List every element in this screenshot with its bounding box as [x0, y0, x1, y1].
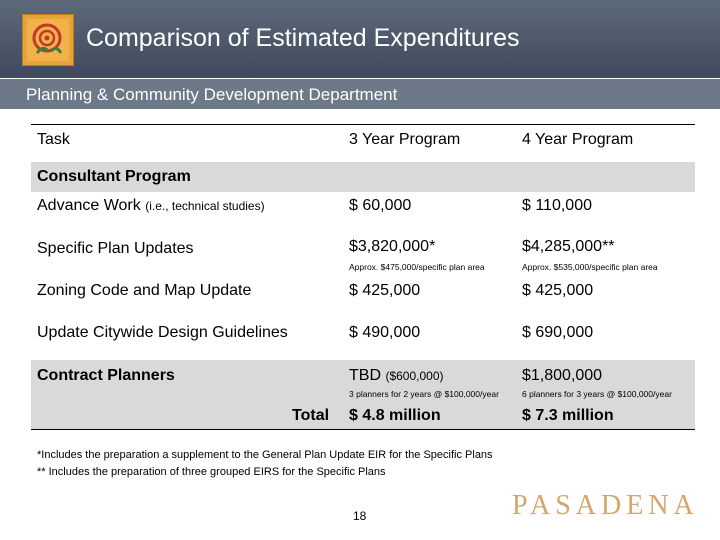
page-title: Comparison of Estimated Expenditures	[86, 24, 520, 52]
row-contract-planners-3yr-note: 3 planners for 2 years @ $100,000/year	[349, 389, 499, 399]
row-design-guidelines-4yr: $ 690,000	[522, 324, 594, 341]
row-specific-plan-3yr: $3,820,000*	[349, 238, 436, 255]
total-4yr: $ 7.3 million	[522, 407, 614, 424]
page-subtitle: Planning & Community Development Departm…	[26, 85, 398, 104]
total-3yr: $ 4.8 million	[349, 407, 441, 424]
table-bottom-rule	[31, 429, 695, 430]
header-bar	[0, 0, 720, 78]
row-advance-work-4yr: $ 110,000	[522, 197, 592, 214]
row-specific-plan-4yr-note: Approx. $535,000/specific plan area	[522, 262, 658, 272]
header-4-year: 4 Year Program	[522, 131, 634, 148]
row-specific-plan-4yr: $4,285,000**	[522, 238, 615, 255]
tbd-estimate: ($600,000)	[385, 369, 444, 383]
table-top-rule	[31, 124, 695, 125]
row-contract-planners-3yr: TBD ($600,000)	[349, 367, 444, 385]
row-contract-planners-4yr: $1,800,000	[522, 367, 603, 384]
row-specific-plan-3yr-note: Approx. $475,000/specific plan area	[349, 262, 485, 272]
page-number: 18	[353, 509, 367, 523]
footnote-1: *Includes the preparation a supplement t…	[37, 449, 493, 461]
task-label: Advance Work	[37, 197, 141, 214]
rose-logo-icon	[22, 14, 74, 66]
pasadena-wordmark: PASADENA	[512, 490, 699, 521]
section-consultant-program: Consultant Program	[37, 168, 191, 185]
row-advance-work-3yr: $ 60,000	[349, 197, 412, 214]
header-3-year: 3 Year Program	[349, 131, 461, 148]
header-task: Task	[37, 131, 70, 148]
row-zoning-3yr: $ 425,000	[349, 282, 421, 299]
row-contract-planners-4yr-note: 6 planners for 3 years @ $100,000/year	[522, 389, 672, 399]
row-specific-plan-task: Specific Plan Updates	[37, 240, 194, 257]
total-band	[31, 402, 695, 429]
row-zoning-task: Zoning Code and Map Update	[37, 282, 252, 299]
tbd-value: TBD	[349, 367, 381, 384]
row-design-guidelines-3yr: $ 490,000	[349, 324, 421, 341]
total-label: Total	[292, 407, 330, 424]
row-advance-work-task: Advance Work (i.e., technical studies)	[37, 197, 265, 215]
row-zoning-4yr: $ 425,000	[522, 282, 594, 299]
row-design-guidelines-task: Update Citywide Design Guidelines	[37, 324, 288, 341]
row-contract-planners-task: Contract Planners	[37, 367, 175, 384]
task-note: (i.e., technical studies)	[145, 199, 265, 213]
footnote-2: ** Includes the preparation of three gro…	[37, 466, 386, 478]
contract-planners-band	[31, 360, 695, 402]
section-band	[31, 162, 695, 192]
subtitle-bar	[0, 79, 720, 109]
